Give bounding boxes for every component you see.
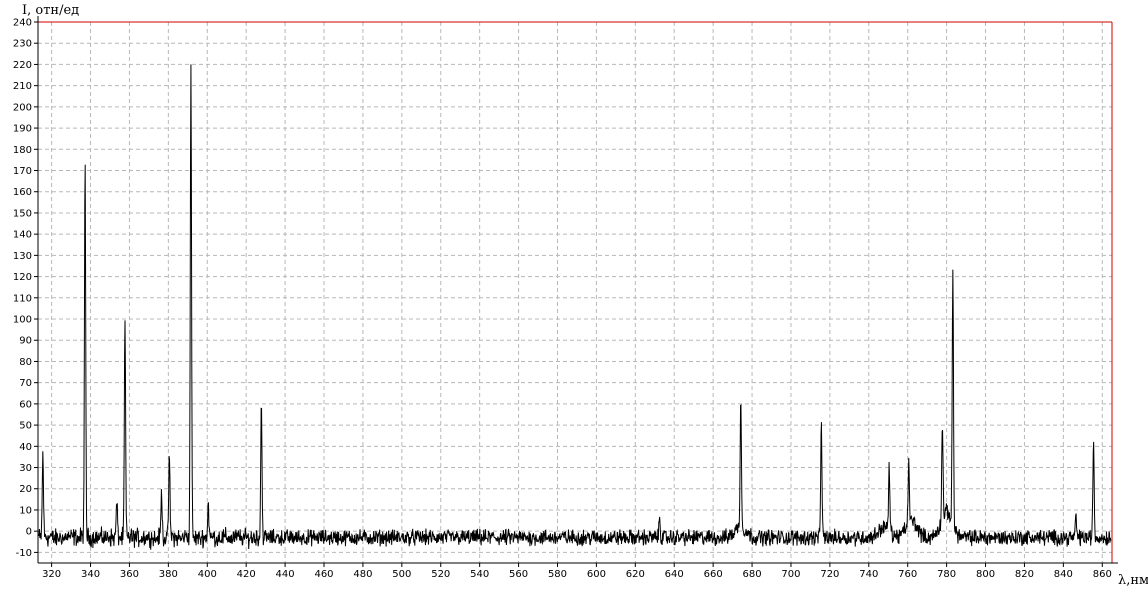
x-axis-title: λ,нм xyxy=(1118,573,1148,588)
x-tick-label: 540 xyxy=(470,569,489,580)
y-tick-label: 60 xyxy=(19,399,32,410)
y-tick-label: 210 xyxy=(13,81,32,92)
x-tick-label: 840 xyxy=(1054,569,1073,580)
x-tick-label: 780 xyxy=(937,569,956,580)
x-tick-label: 340 xyxy=(81,569,100,580)
y-tick-label: 0 xyxy=(26,527,32,538)
x-tick-label: 800 xyxy=(976,569,995,580)
x-tick-label: 640 xyxy=(665,569,684,580)
y-axis-title: I, отн/ед xyxy=(22,3,79,18)
y-tick-label: 220 xyxy=(13,60,32,71)
y-tick-label: 120 xyxy=(13,272,32,283)
y-tick-label: 100 xyxy=(13,315,32,326)
y-tick-label: 30 xyxy=(19,463,32,474)
x-tick-label: 680 xyxy=(743,569,762,580)
x-tick-label: 580 xyxy=(548,569,567,580)
x-tick-label: 360 xyxy=(120,569,139,580)
x-tick-label: 460 xyxy=(314,569,333,580)
x-tick-label: 860 xyxy=(1093,569,1112,580)
x-tick-label: 560 xyxy=(509,569,528,580)
y-tick-label: 90 xyxy=(19,336,32,347)
y-tick-label: 230 xyxy=(13,39,32,50)
y-tick-label: 130 xyxy=(13,251,32,262)
y-tick-label: 140 xyxy=(13,230,32,241)
y-tick-label: 170 xyxy=(13,166,32,177)
plot-frame xyxy=(37,16,1118,564)
y-tick-label: 40 xyxy=(19,442,32,453)
plot-background xyxy=(38,22,1112,563)
x-tick-label: 420 xyxy=(237,569,256,580)
x-tick-label: 720 xyxy=(820,569,839,580)
x-tick-label: 500 xyxy=(392,569,411,580)
series-layer xyxy=(38,64,1112,550)
y-tick-label: -10 xyxy=(16,548,32,559)
y-tick-label: 190 xyxy=(13,124,32,135)
y-tick-label: 200 xyxy=(13,102,32,113)
y-tick-label: 240 xyxy=(13,18,32,29)
y-tick-label: 70 xyxy=(19,378,32,389)
x-tick-label: 820 xyxy=(1015,569,1034,580)
y-tick-label: 80 xyxy=(19,357,32,368)
x-tick-label: 600 xyxy=(587,569,606,580)
x-tick-label: 320 xyxy=(42,569,61,580)
x-tick-label: 760 xyxy=(898,569,917,580)
y-axis: -10 0 10 20 30 40 50 60 70 80 90 100 110 120 130 140 150… xyxy=(13,18,38,559)
x-tick-label: 400 xyxy=(198,569,217,580)
x-axis: 320 340 360 380 400 420 440 460 480 500 520 540 560 5… xyxy=(42,563,1112,580)
x-tick-label: 740 xyxy=(859,569,878,580)
x-tick-label: 480 xyxy=(353,569,372,580)
y-tick-label: 150 xyxy=(13,208,32,219)
x-tick-label: 440 xyxy=(276,569,295,580)
y-tick-label: 20 xyxy=(19,484,32,495)
y-tick-label: 10 xyxy=(19,505,32,516)
spectrum-line xyxy=(38,64,1112,550)
y-tick-label: 50 xyxy=(19,421,32,432)
y-tick-label: 180 xyxy=(13,145,32,156)
x-tick-label: 380 xyxy=(159,569,178,580)
y-tick-label: 160 xyxy=(13,187,32,198)
x-tick-label: 520 xyxy=(431,569,450,580)
x-tick-label: 700 xyxy=(781,569,800,580)
x-tick-label: 660 xyxy=(704,569,723,580)
y-tick-label: 110 xyxy=(13,293,32,304)
grid xyxy=(38,22,1112,563)
x-tick-label: 620 xyxy=(626,569,645,580)
